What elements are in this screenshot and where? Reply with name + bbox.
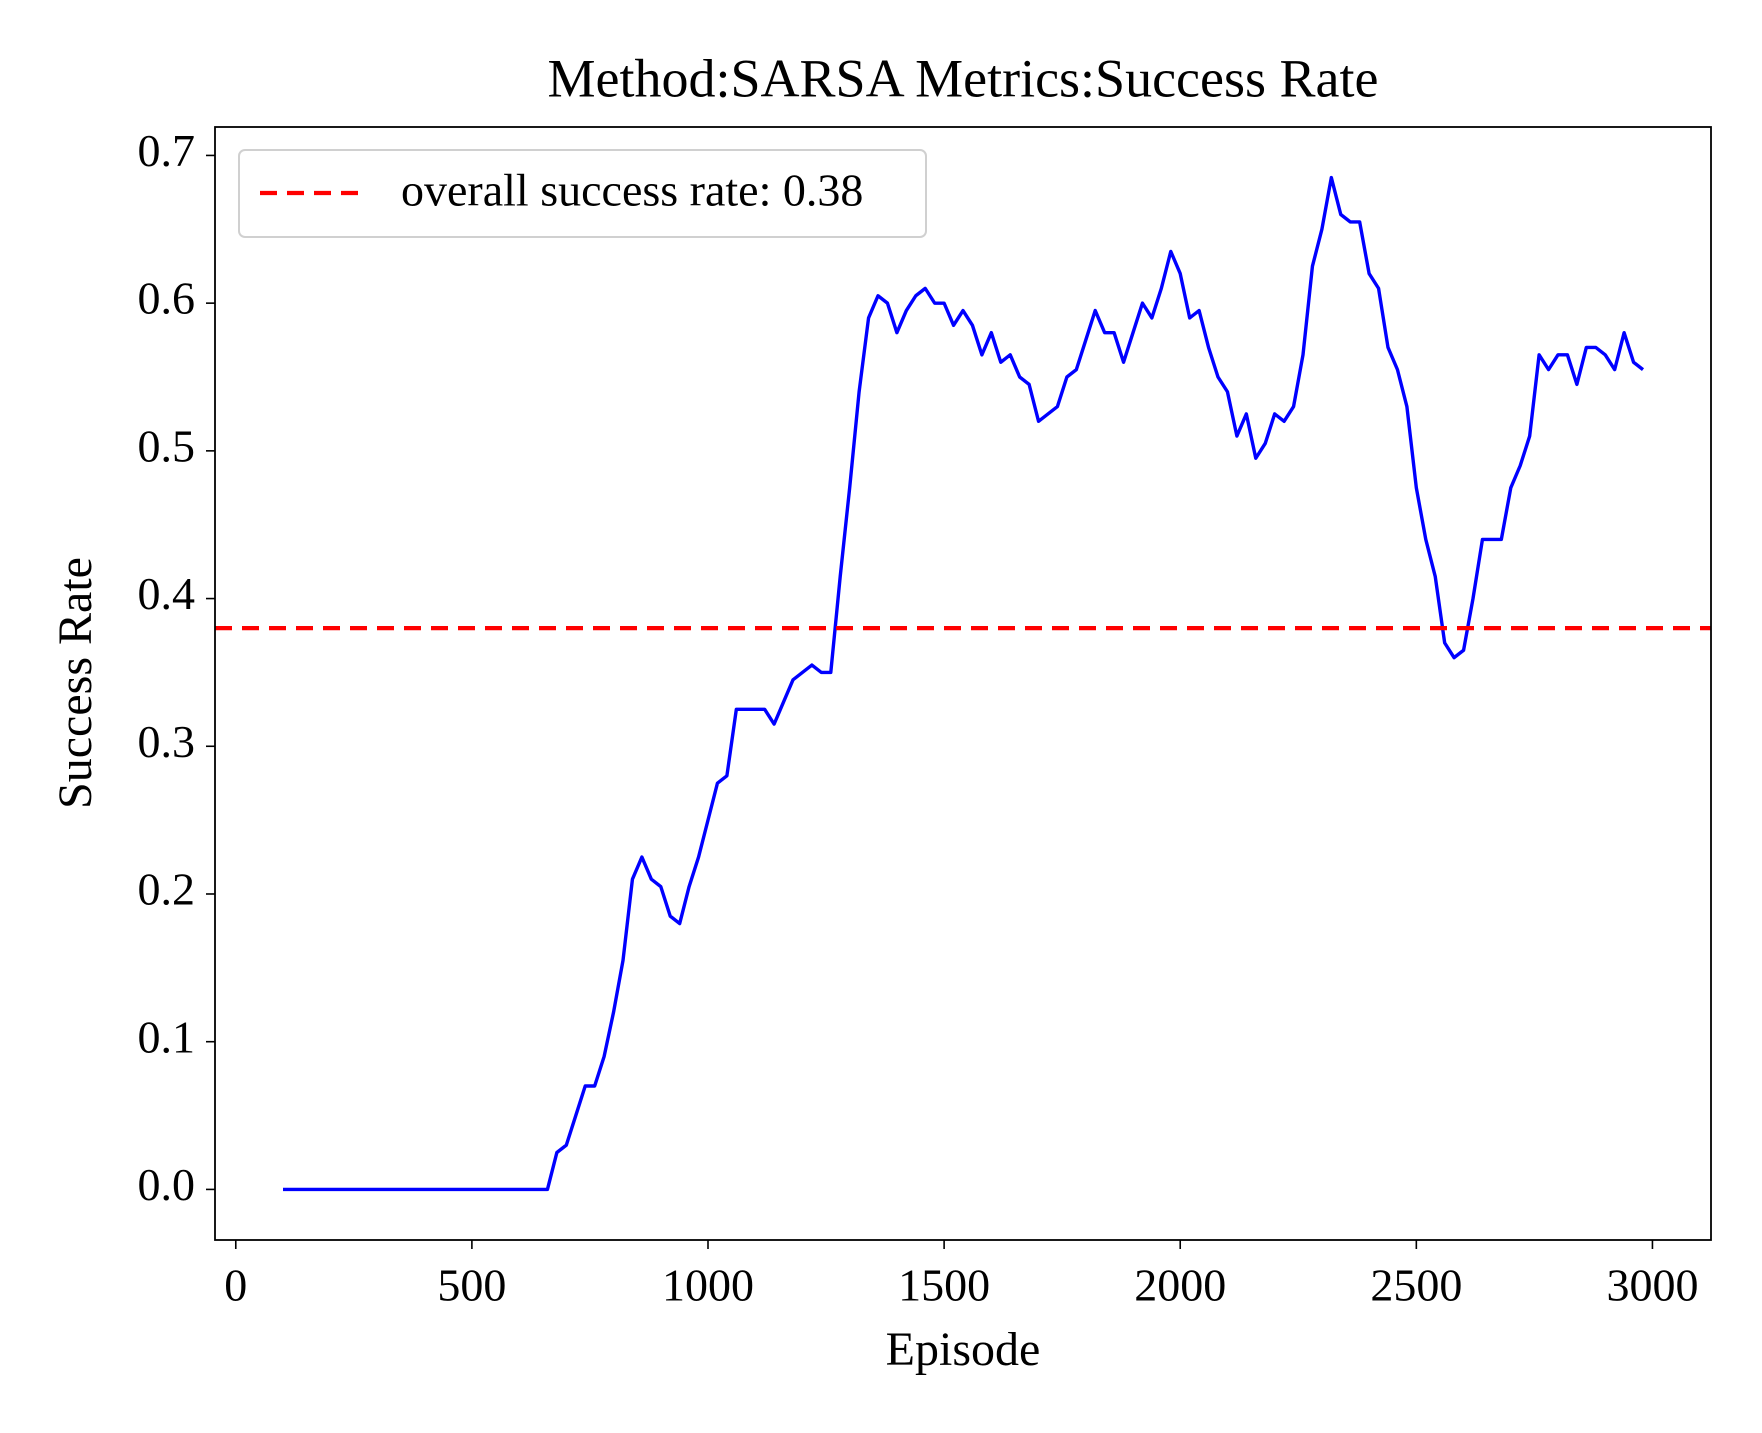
- y-tick-label: 0.4: [138, 568, 196, 619]
- data-line: [283, 175, 1645, 1192]
- y-tick-label: 0.0: [138, 1159, 196, 1210]
- y-tick-label: 0.5: [138, 420, 196, 471]
- x-tick-label: 3000: [1606, 1260, 1698, 1311]
- y-tick-label: 0.3: [138, 716, 196, 767]
- x-tick-label: 2500: [1370, 1260, 1462, 1311]
- x-axis-label: Episode: [886, 1323, 1041, 1376]
- legend-label: overall success rate: 0.38: [401, 165, 863, 216]
- x-tick-label: 2000: [1134, 1260, 1226, 1311]
- legend-box: [238, 149, 927, 238]
- x-tick-label: 1000: [662, 1260, 754, 1311]
- y-tick-label: 0.6: [138, 273, 196, 324]
- chart-title: Method:SARSA Metrics:Success Rate: [548, 48, 1379, 108]
- y-tick-label: 0.1: [138, 1011, 196, 1062]
- y-axis-label: Success Rate: [49, 557, 102, 809]
- x-tick-label: 0: [224, 1260, 247, 1311]
- y-tick-label: 0.7: [138, 125, 196, 176]
- x-tick-label: 500: [437, 1260, 506, 1311]
- plot-frame: [214, 126, 1712, 1241]
- x-tick-label: 1500: [898, 1260, 990, 1311]
- y-tick-label: 0.2: [138, 864, 196, 915]
